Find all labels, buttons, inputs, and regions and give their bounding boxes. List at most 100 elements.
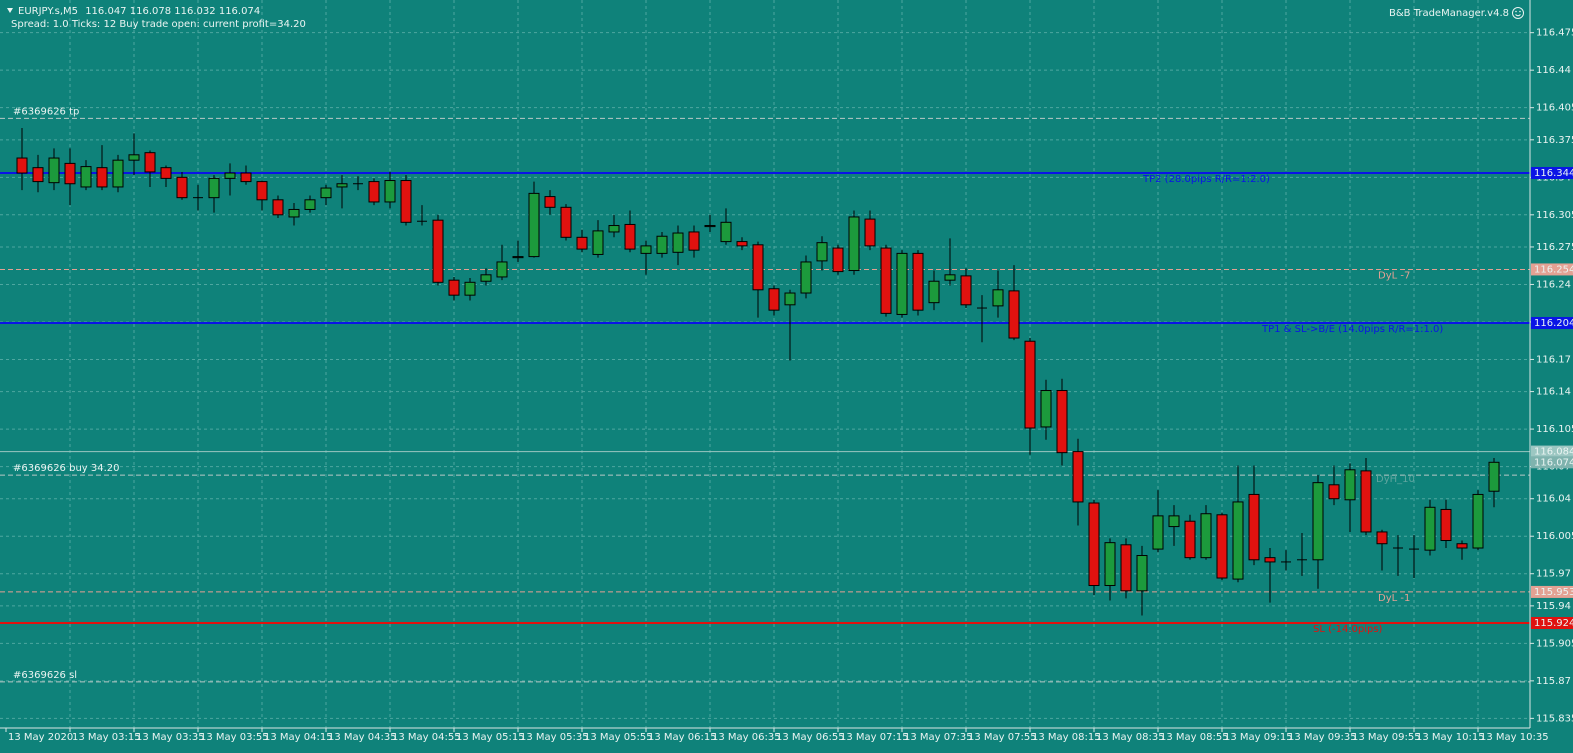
candle-body: [368, 181, 380, 203]
y-tick-label: 116.305: [1536, 210, 1573, 221]
candle-body: [80, 166, 92, 188]
level-label: TP2 (28.0pips R/R=1:2.0): [1142, 174, 1270, 185]
candle-body: [464, 281, 476, 296]
level-label: DyL -7: [1378, 270, 1410, 281]
candle-body: [576, 236, 588, 250]
menu-triangle[interactable]: [7, 8, 13, 13]
candle-body: [1344, 469, 1356, 501]
candle-body: [544, 196, 556, 208]
x-tick-label: 13 May 06:55: [776, 732, 845, 743]
candle-body: [32, 167, 44, 183]
candle-body: [320, 187, 332, 199]
candle-body: [400, 180, 412, 223]
y-tick-label: 116.275: [1536, 242, 1573, 253]
candle-body: [1056, 390, 1068, 454]
candle-body: [480, 274, 492, 282]
price-tag-label: 116.074: [1534, 457, 1573, 468]
candle-body: [672, 232, 684, 253]
x-tick-label: 13 May 07:35: [904, 732, 973, 743]
candle-body: [336, 183, 348, 188]
x-tick-label: 13 May 05:35: [520, 732, 589, 743]
x-tick-label: 13 May 04:35: [328, 732, 397, 743]
candle-body: [1264, 557, 1276, 563]
candle-body: [848, 216, 860, 272]
brand: B&B TradeManager.v4.8: [1389, 8, 1509, 19]
candles: [16, 128, 1500, 616]
smiley: [1512, 7, 1524, 19]
x-tick-label: 13 May 10:35: [1480, 732, 1549, 743]
candle-body: [880, 247, 892, 314]
candle-body: [112, 159, 124, 188]
level-label: TP1 & SL->B/E (14.0pips R/R=1:1.0): [1261, 324, 1443, 335]
candle-body: [496, 261, 508, 278]
candle-body: [656, 235, 668, 254]
candle-body: [1152, 515, 1164, 550]
y-tick-label: 116.475: [1536, 28, 1573, 39]
candle-body: [832, 247, 844, 273]
y-tick-label: 116.405: [1536, 103, 1573, 114]
candle-body: [1488, 461, 1500, 492]
y-tick-label: 116.44: [1536, 65, 1571, 76]
price-tag: [1531, 617, 1573, 630]
price-tag-label: 116.344: [1534, 168, 1573, 179]
candle-body: [96, 167, 108, 188]
candle-body: [912, 252, 924, 311]
candle-body: [1040, 390, 1052, 428]
candle-body: [128, 154, 140, 161]
candle-body: [608, 225, 620, 233]
x-tick-label: 13 May 05:15: [456, 732, 525, 743]
candle-body: [1184, 520, 1196, 559]
candle-body: [560, 206, 572, 238]
candle-body: [432, 219, 444, 283]
candle-body: [288, 208, 300, 218]
y-tick-label: 115.835: [1536, 713, 1573, 724]
levels: #6369626 tp TP2 (28.0pips R/R=1:2.0) DyL -…: [0, 106, 1530, 683]
candle-body: [1120, 544, 1132, 592]
y-tick-label: 116.105: [1536, 424, 1573, 435]
candle-body: [1008, 290, 1020, 339]
candle-body: [144, 152, 156, 173]
candle-body: [944, 274, 956, 281]
x-tick-label: 13 May 2020: [8, 732, 73, 743]
candle-body: [176, 176, 188, 199]
header-symbol: EURJPY.s,M5 116.047 116.078 116.032 116.…: [18, 6, 260, 17]
candle-body: [1312, 482, 1324, 561]
level-label: #6369626 tp: [13, 106, 79, 117]
candle-body: [1440, 508, 1452, 542]
x-tick-label: 13 May 06:35: [712, 732, 781, 743]
header-info: Spread: 1.0 Ticks: 12 Buy trade open: cu…: [11, 19, 306, 30]
price-tag: [1531, 585, 1573, 598]
candle-body: [800, 261, 812, 294]
x-tick-label: 13 May 07:15: [840, 732, 909, 743]
level-label: SL (-14.0pips): [1313, 624, 1383, 635]
candle-body: [1232, 501, 1244, 580]
x-tick-label: 13 May 03:55: [200, 732, 269, 743]
candle-body: [1216, 514, 1228, 579]
candle-body: [384, 180, 396, 203]
x-tick-label: 13 May 07:55: [968, 732, 1037, 743]
y-tick-label: 116.04: [1536, 494, 1571, 505]
price-tag-label: 116.204: [1534, 318, 1573, 329]
y-tick-label: 116.24: [1536, 279, 1571, 290]
candle-body: [592, 230, 604, 255]
x-tick-label: 13 May 08:55: [1160, 732, 1229, 743]
candle-body: [240, 172, 252, 183]
candle-body: [16, 157, 28, 174]
grid: [0, 0, 1530, 728]
candle-body: [704, 225, 716, 228]
candle-body: [1200, 513, 1212, 559]
y-tick-label: 115.97: [1536, 569, 1571, 580]
price-tag: [1531, 317, 1573, 330]
candle-body: [1088, 502, 1100, 587]
y-tick-label: 116.375: [1536, 135, 1573, 146]
y-tick-label: 115.87: [1536, 676, 1571, 687]
price-tag: [1531, 167, 1573, 180]
candle-body: [768, 288, 780, 311]
level-label: DyL -1: [1378, 593, 1410, 604]
x-tick-label: 13 May 03:15: [72, 732, 141, 743]
level-label: #6369626 sl: [13, 670, 77, 681]
candle-body: [512, 256, 524, 259]
candle-body: [688, 231, 700, 251]
x-tick-label: 13 May 09:15: [1224, 732, 1293, 743]
